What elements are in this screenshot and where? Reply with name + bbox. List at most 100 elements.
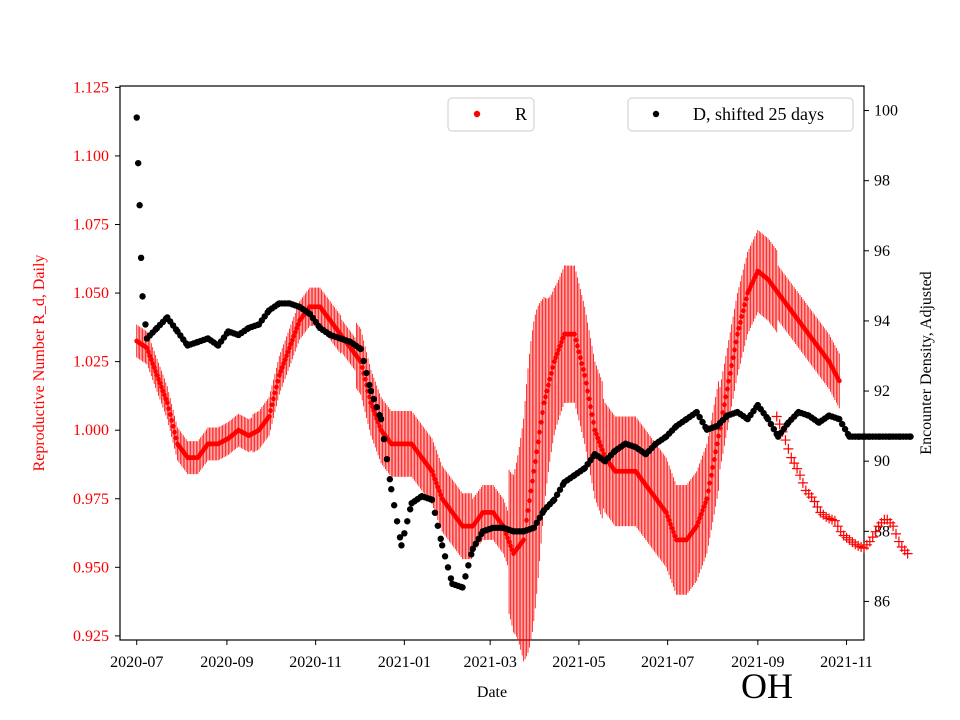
- d-point: [373, 403, 380, 411]
- y-left-tick-label: 0.925: [73, 628, 109, 645]
- y-right-tick-label: 94: [874, 313, 890, 330]
- d-point: [366, 381, 373, 389]
- y-left-tick-label: 0.950: [73, 559, 109, 576]
- r-projected-point: [786, 452, 797, 463]
- d-point: [699, 418, 706, 426]
- d-point: [396, 534, 404, 541]
- r-projected-point: [891, 528, 901, 539]
- r-projected-point: [893, 536, 904, 547]
- x-tick-label: 2021-01: [378, 654, 431, 671]
- r-projected-point: [902, 548, 913, 559]
- d-point: [404, 518, 411, 525]
- plot-area: [119, 85, 865, 641]
- r-projected-point: [870, 526, 881, 537]
- d-point: [472, 540, 479, 548]
- y-left-tick-label: 1.100: [73, 148, 109, 165]
- d-point: [406, 506, 414, 513]
- legend-r: R: [447, 97, 535, 132]
- y-right-tick-label: 100: [874, 103, 898, 120]
- d-point: [390, 502, 398, 509]
- d-point: [370, 395, 378, 403]
- d-point: [434, 522, 442, 529]
- d-point: [469, 545, 476, 553]
- d-point: [136, 202, 143, 209]
- y-left-tick-label: 1.000: [73, 422, 109, 439]
- series-r: [134, 229, 913, 662]
- x-tick-label: 2021-07: [641, 654, 694, 671]
- r-projected-point: [832, 521, 843, 532]
- y-axis-left-label: Reproductive Number R_d, Daily: [31, 255, 48, 472]
- series-d: [133, 114, 914, 591]
- d-point: [357, 345, 364, 353]
- d-point: [556, 486, 564, 493]
- legend-r-marker: [473, 110, 481, 118]
- d-point: [462, 573, 469, 580]
- y-left-tick-label: 1.050: [73, 285, 109, 302]
- d-point: [550, 496, 558, 503]
- r-projected-point: [812, 501, 823, 512]
- y-axis-right-label: Encounter Density, Adjusted: [918, 271, 935, 454]
- r-projected-point: [795, 470, 805, 481]
- d-point: [444, 564, 452, 571]
- d-point: [838, 420, 846, 428]
- d-point: [553, 491, 561, 498]
- d-point: [533, 519, 540, 526]
- d-point: [363, 369, 370, 377]
- r-projected-point: [829, 515, 840, 526]
- d-point: [437, 535, 444, 543]
- d-point: [465, 562, 472, 569]
- x-tick-label: 2021-03: [464, 654, 517, 671]
- d-point: [764, 415, 772, 423]
- d-point: [438, 542, 446, 549]
- d-point: [398, 542, 405, 549]
- x-tick-label: 2021-11: [820, 654, 873, 671]
- y-axis-left: 0.925 0.950 0.975 1.000 1.025 1.050 1.075 1.100…: [73, 79, 120, 645]
- d-point: [468, 551, 475, 558]
- d-point: [696, 413, 703, 421]
- legend-r-label: R: [515, 104, 527, 124]
- y-left-tick-label: 1.075: [73, 217, 109, 234]
- x-tick-label: 2021-09: [731, 654, 784, 671]
- x-tick-label: 2020-07: [110, 654, 163, 671]
- legend-d: D, shifted 25 days: [627, 97, 854, 132]
- d-point: [693, 408, 700, 416]
- d-point: [841, 425, 849, 433]
- d-point: [770, 425, 778, 433]
- d-point: [475, 535, 482, 543]
- d-point: [134, 159, 142, 167]
- d-point: [836, 415, 843, 423]
- r-projected-point: [789, 458, 800, 469]
- y-right-tick-label: 86: [874, 593, 890, 610]
- r-projected-point: [771, 411, 782, 422]
- r-projected-point: [780, 435, 791, 446]
- d-point: [530, 524, 538, 531]
- d-point: [388, 486, 395, 493]
- d-point: [386, 476, 394, 483]
- y-right-tick-label: 96: [874, 243, 890, 260]
- y-left-tick-label: 0.975: [73, 491, 109, 508]
- r-projected-point: [888, 521, 899, 532]
- r-projected-point: [809, 496, 820, 507]
- state-label: OH: [741, 666, 793, 706]
- legend-d-marker: [652, 110, 660, 118]
- d-point: [367, 387, 375, 395]
- x-tick-label: 2020-09: [200, 654, 253, 671]
- d-point: [441, 553, 449, 560]
- d-point: [459, 584, 466, 591]
- d-point: [137, 254, 145, 262]
- d-point: [133, 114, 140, 121]
- y-left-tick-label: 1.025: [73, 354, 109, 371]
- d-point: [383, 455, 391, 463]
- y-right-tick-label: 98: [874, 173, 890, 190]
- r-projected-point: [797, 477, 808, 488]
- r-point: [836, 378, 842, 384]
- legend-d-label: D, shifted 25 days: [693, 104, 824, 124]
- y-right-tick-label: 92: [874, 383, 890, 400]
- d-point: [401, 530, 408, 537]
- d-point: [380, 435, 388, 443]
- r-projected-point: [783, 443, 794, 454]
- d-point: [139, 293, 146, 300]
- x-axis: 2020-07 2020-09 2020-11 2021-01 2021-03 2021-…: [110, 640, 873, 671]
